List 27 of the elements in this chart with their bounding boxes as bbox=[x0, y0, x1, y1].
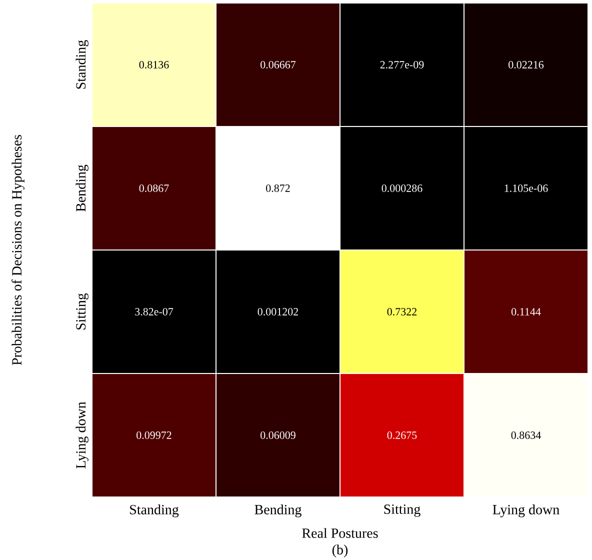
data-label: 3.82e-07 bbox=[135, 308, 174, 316]
data-label: 0.8634 bbox=[511, 432, 541, 439]
data-label: 0.02216 bbox=[508, 61, 544, 68]
x-axis-title: Real Postures bbox=[302, 528, 378, 538]
x-tick-label: Lying down bbox=[492, 504, 560, 518]
x-tick-label: Standing bbox=[130, 504, 179, 518]
data-label: 0.06667 bbox=[260, 61, 296, 68]
data-label: 2.277e-09 bbox=[380, 61, 424, 68]
data-label: 0.09972 bbox=[136, 432, 172, 439]
data-label: 1.105e-06 bbox=[504, 184, 548, 192]
data-label: 0.000286 bbox=[382, 184, 422, 192]
x-tick-label: Bending bbox=[254, 504, 302, 518]
y-tick-label: Sitting bbox=[76, 293, 88, 330]
data-label: 0.2675 bbox=[387, 432, 417, 439]
y-tick-label: Lying down bbox=[76, 402, 88, 468]
data-label: 0.06009 bbox=[260, 432, 296, 439]
x-tick-label: Sitting bbox=[384, 504, 420, 517]
data-label: 0.7322 bbox=[387, 308, 417, 316]
text: (b) bbox=[332, 544, 348, 558]
y-tick-label: Standing bbox=[76, 40, 88, 89]
data-label: 0.0867 bbox=[139, 184, 169, 192]
data-label: 0.001202 bbox=[258, 308, 298, 316]
y-tick-label: Bending bbox=[76, 164, 88, 212]
data-label: 0.1144 bbox=[512, 308, 541, 316]
data-label: 0.8136 bbox=[139, 61, 169, 68]
y-axis-title: Probabilities of Decisions on Hypotheses bbox=[12, 135, 24, 366]
data-label: 0.872 bbox=[266, 184, 290, 192]
